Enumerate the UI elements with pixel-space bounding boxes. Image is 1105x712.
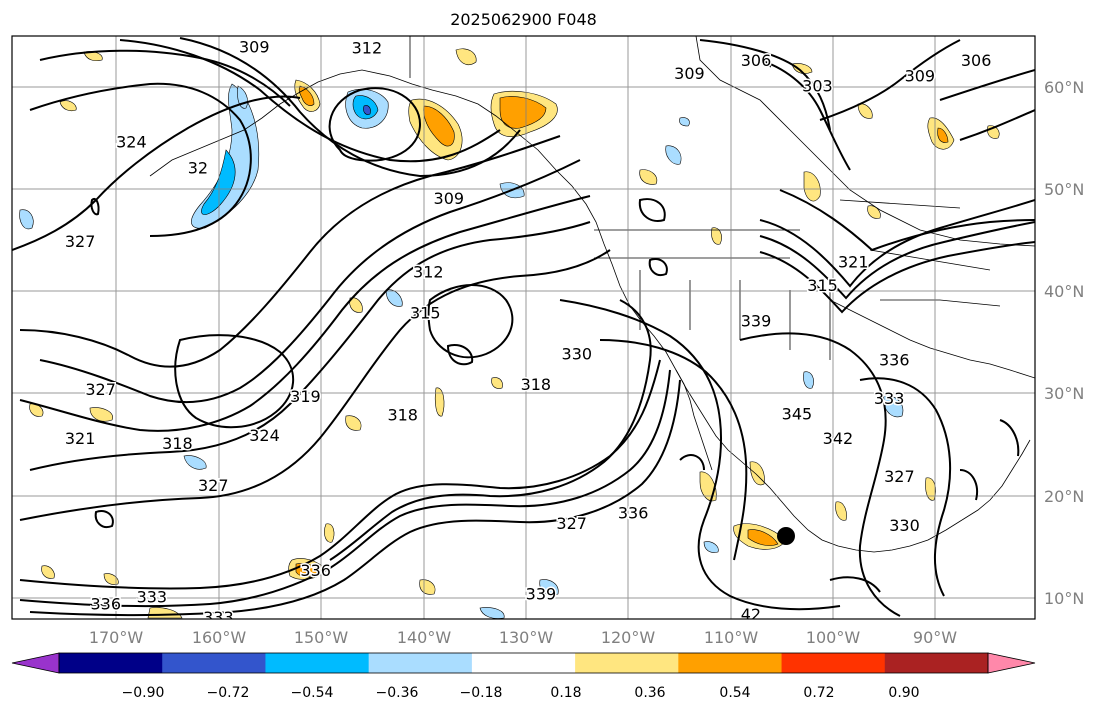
contour-label: 330 xyxy=(562,344,593,363)
contour-label: 42 xyxy=(741,605,761,624)
colorbar-segment xyxy=(575,653,679,673)
colorbar-extend-high xyxy=(987,652,1036,674)
contour-label: 324 xyxy=(249,426,280,445)
contour-label: 318 xyxy=(521,375,552,394)
figure-title: 2025062900 F048 xyxy=(450,10,597,29)
lat-label: 60°N xyxy=(1044,78,1084,97)
map-frame xyxy=(11,35,1036,620)
colorbar-segment xyxy=(471,653,576,673)
colorbar-tick-label: 0.36 xyxy=(634,685,665,701)
colorbar-segment xyxy=(884,653,989,673)
theta-e-contours xyxy=(12,37,1035,617)
lon-label: 160°W xyxy=(192,628,247,647)
contour-label: 333 xyxy=(137,588,168,607)
lat-label: 30°N xyxy=(1044,384,1084,403)
lon-label: 150°W xyxy=(294,628,349,647)
contour-label: 318 xyxy=(387,406,418,425)
lon-label: 110°W xyxy=(704,628,759,647)
contour-label: 32 xyxy=(188,158,208,177)
lat-label: 10°N xyxy=(1044,589,1084,608)
contour-label: 327 xyxy=(884,467,915,486)
contour-label: 309 xyxy=(434,189,465,208)
contour-label: 312 xyxy=(413,263,444,282)
contour-label: 318 xyxy=(162,434,193,453)
colorbar-segment xyxy=(162,653,266,673)
contour-label: 333 xyxy=(203,608,234,627)
colorbar-segment xyxy=(678,653,783,673)
contour-label: 309 xyxy=(905,66,936,85)
contour-label: 345 xyxy=(782,405,813,424)
lon-label: 130°W xyxy=(499,628,554,647)
colorbar-frame xyxy=(58,652,989,674)
contour-label: 327 xyxy=(85,380,116,399)
contour-label: 342 xyxy=(823,429,854,448)
contour-label: 336 xyxy=(879,350,910,369)
colorbar-ticks: −0.90 −0.72 −0.54 −0.36 −0.18 0.18 0.36 … xyxy=(122,685,920,701)
colorbar-segment xyxy=(265,653,370,673)
contour-label: 309 xyxy=(674,64,705,83)
contour-label: 339 xyxy=(741,312,772,331)
colorbar-tick-label: 0.72 xyxy=(803,685,834,701)
contour-label: 339 xyxy=(526,584,557,603)
contour-label: 336 xyxy=(300,561,331,580)
contour-label: 336 xyxy=(618,504,649,523)
contour-label: 324 xyxy=(116,133,147,152)
lat-label: 40°N xyxy=(1044,282,1084,301)
contour-labels: 309 3123063093033093063243232730931231532… xyxy=(63,36,993,627)
lon-label: 90°W xyxy=(913,628,957,647)
contour-label: 312 xyxy=(352,39,383,58)
colorbar-segment xyxy=(368,653,473,673)
contour-label: 321 xyxy=(65,429,96,448)
contour-label: 330 xyxy=(889,516,920,535)
colorbar-segment xyxy=(781,653,886,673)
colorbar-extend-low xyxy=(11,652,60,674)
colorbar-tick-label: 0.18 xyxy=(550,685,581,701)
contour-label: 321 xyxy=(838,252,869,271)
colorbar-tick-label: −0.36 xyxy=(376,685,419,701)
coastlines xyxy=(149,36,1035,553)
contour-label: 319 xyxy=(290,387,321,406)
lon-label: 120°W xyxy=(601,628,656,647)
contour-label: 306 xyxy=(961,51,992,70)
colorbar-tick-label: −0.18 xyxy=(460,685,503,701)
colorbar-tick-label: −0.72 xyxy=(207,685,250,701)
colorbar-tick-label: −0.90 xyxy=(122,685,165,701)
contour-label: 306 xyxy=(741,51,772,70)
contour-label: 336 xyxy=(90,595,121,614)
contour-label: 327 xyxy=(198,476,229,495)
colorbar-tick-label: 0.54 xyxy=(719,685,750,701)
lat-label: 20°N xyxy=(1044,487,1084,506)
colorbar xyxy=(11,652,1036,674)
lon-label: 170°W xyxy=(89,628,144,647)
lon-label: 140°W xyxy=(397,628,452,647)
latitude-axis: 60°N 50°N 40°N 30°N 20°N 10°N xyxy=(1044,78,1084,608)
lat-label: 50°N xyxy=(1044,180,1084,199)
storm-marker xyxy=(777,527,795,545)
colorbar-tick-label: −0.54 xyxy=(291,685,334,701)
colorbar-segment xyxy=(59,653,163,673)
contour-label: 327 xyxy=(65,232,96,251)
contour-label: 315 xyxy=(807,276,838,295)
colorbar-tick-label: 0.90 xyxy=(888,685,919,701)
contour-label: 309 xyxy=(239,38,270,57)
contour-label: 327 xyxy=(556,514,587,533)
contour-label: 315 xyxy=(410,303,441,322)
longitude-axis: 170°W 160°W 150°W 140°W 130°W 120°W 110°… xyxy=(89,628,957,647)
contour-label: 333 xyxy=(874,389,905,408)
shaded-anomalies xyxy=(19,48,1000,619)
contour-label: 303 xyxy=(802,77,833,96)
lon-label: 100°W xyxy=(806,628,861,647)
